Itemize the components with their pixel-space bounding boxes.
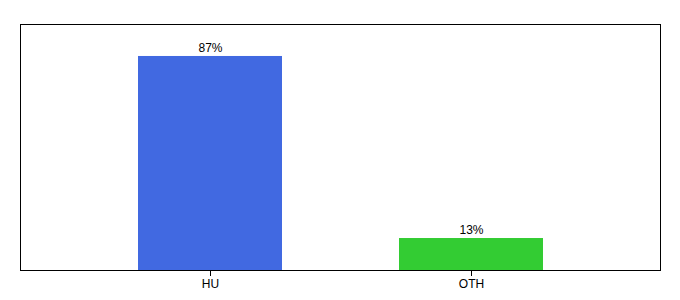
svg-text:HU: HU: [202, 277, 219, 291]
svg-text:13%: 13%: [459, 223, 483, 237]
svg-text:87%: 87%: [198, 41, 222, 55]
svg-text:OTH: OTH: [459, 277, 484, 291]
